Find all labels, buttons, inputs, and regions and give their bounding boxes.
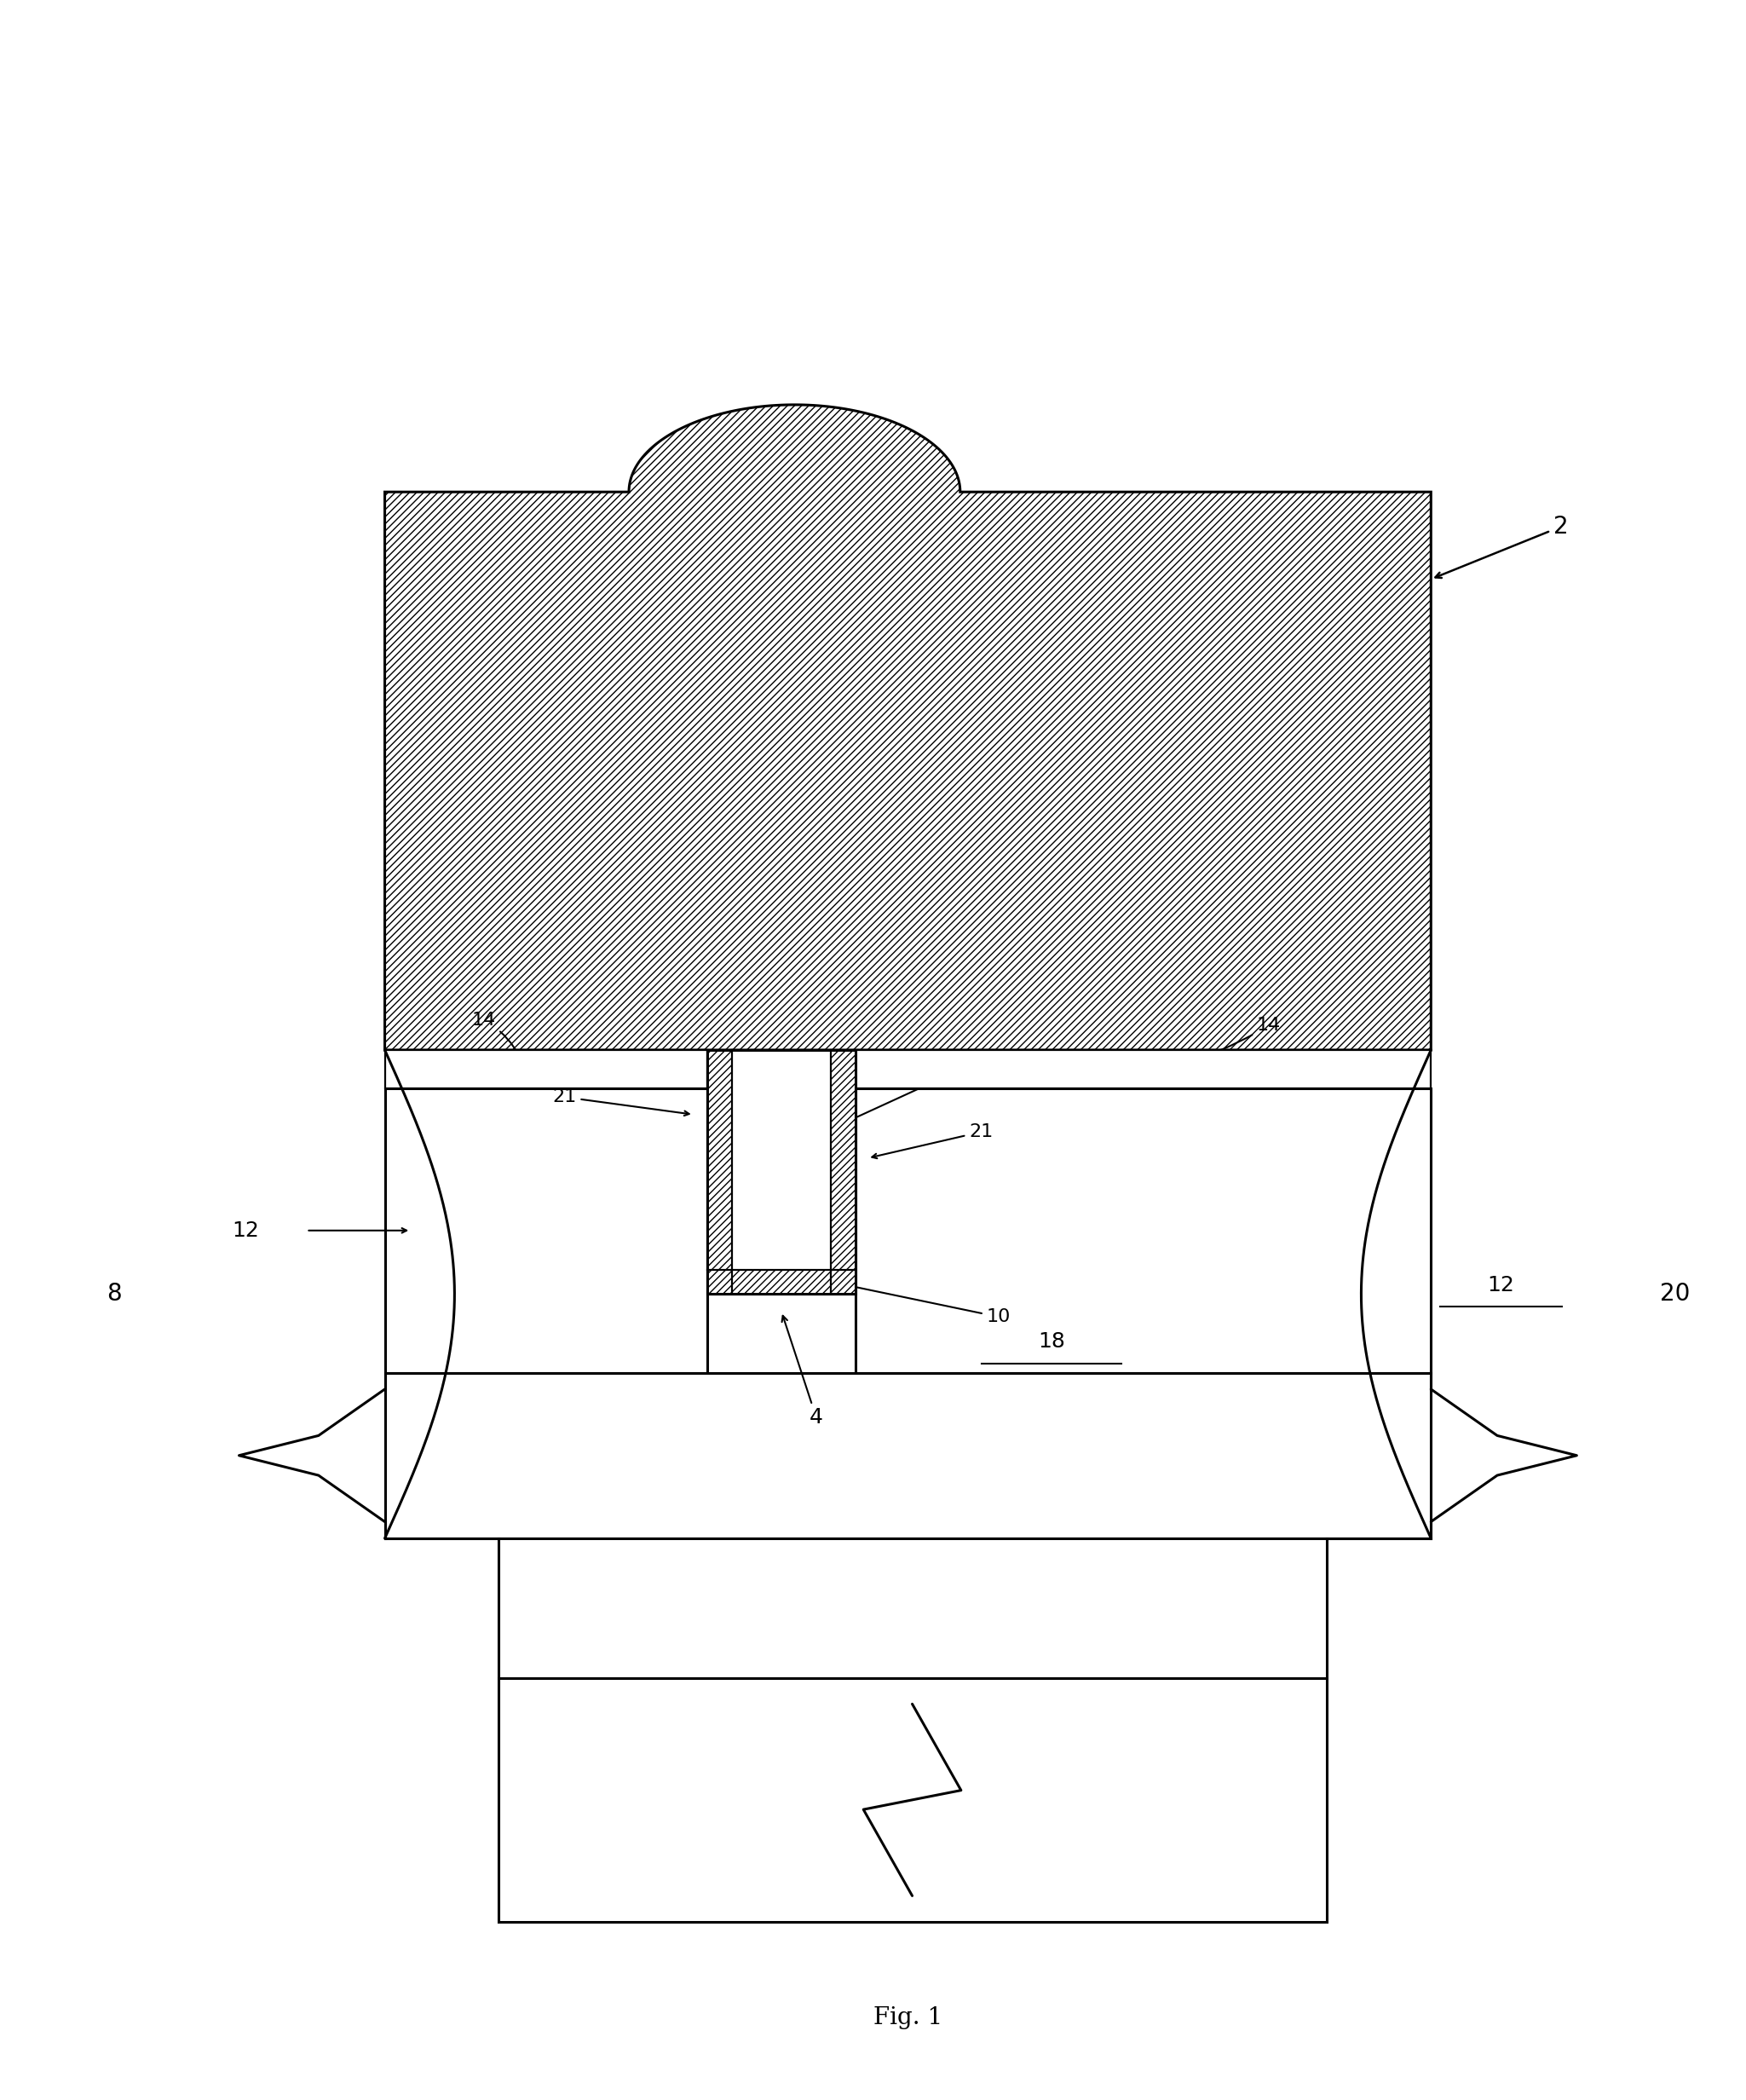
Text: 21: 21: [552, 1088, 690, 1115]
Text: 4: 4: [782, 1317, 822, 1428]
Bar: [384, 1373, 1432, 1539]
Text: 12: 12: [1488, 1275, 1514, 1296]
Text: 18: 18: [1039, 1331, 1065, 1352]
Bar: [856, 1050, 1432, 1088]
Bar: [707, 1050, 856, 1294]
Bar: [707, 1050, 856, 1294]
Bar: [384, 1050, 707, 1088]
Bar: [856, 1088, 1432, 1373]
Text: 6: 6: [847, 1063, 964, 1121]
Text: L: L: [763, 1174, 773, 1193]
Bar: [498, 1539, 1327, 1922]
Text: 14: 14: [999, 1016, 1280, 1079]
Bar: [732, 1050, 831, 1270]
Text: 12: 12: [232, 1220, 258, 1241]
Bar: [831, 1050, 856, 1294]
Text: Fig. 1: Fig. 1: [873, 2006, 943, 2029]
Text: 10: 10: [835, 1281, 1011, 1325]
Polygon shape: [384, 405, 1432, 1050]
Bar: [384, 1088, 707, 1373]
Text: 20: 20: [1660, 1283, 1690, 1306]
Bar: [707, 1050, 732, 1294]
Text: 21: 21: [871, 1124, 993, 1159]
Bar: [707, 1270, 856, 1294]
Text: 8: 8: [107, 1283, 122, 1306]
Text: 2: 2: [1435, 514, 1568, 578]
Text: 14: 14: [471, 1012, 524, 1065]
